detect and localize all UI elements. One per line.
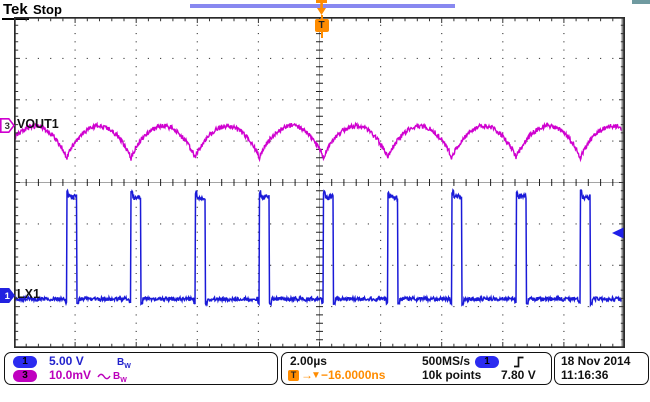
rising-edge-slope-icon — [514, 356, 524, 368]
trigger-position-bar-icon — [316, 0, 327, 15]
acquisition-status: Stop — [33, 2, 62, 17]
timebase-readout: 2.00µs — [290, 354, 327, 368]
channel1-position-marker[interactable]: 1 — [0, 287, 15, 303]
record-length-readout: 10k points — [422, 368, 482, 382]
ch3-scale: 10.0mV — [49, 368, 92, 382]
ch3-bandwidth-icon: BW — [113, 371, 127, 384]
horizontal-trigger-readout-box: 2.00µs 500MS/s 1 T → ▼ −16.0000ns 10k po… — [281, 352, 552, 385]
trigger-delay-t-icon: T — [288, 370, 299, 381]
channel-readout-box: 1 5.00 V BW 3 10.0mV BW — [4, 352, 278, 385]
lx1-waveform-label: LX1 — [17, 287, 40, 301]
ch3-badge[interactable]: 3 — [13, 370, 37, 382]
trigger-level-arrow[interactable] — [612, 227, 624, 239]
trigger-marker-stem — [320, 15, 323, 19]
trigger-level-readout: 7.80 V — [501, 368, 536, 382]
delay-arrow-icon: → — [301, 368, 313, 382]
time-readout: 11:16:36 — [561, 368, 609, 382]
ch1-bandwidth-icon: BW — [117, 357, 131, 370]
trigger-position-flag[interactable]: T — [314, 19, 329, 32]
ac-coupling-icon — [97, 373, 111, 380]
graticule-plot — [14, 17, 625, 348]
ch1-scale: 5.00 V — [49, 354, 84, 368]
channel3-position-marker[interactable]: 3 — [0, 117, 15, 133]
top-right-ui-fragment — [632, 0, 650, 4]
date-readout: 18 Nov 2014 — [561, 354, 631, 368]
trigger-source-badge[interactable]: 1 — [475, 356, 499, 368]
svg-text:1: 1 — [5, 291, 11, 302]
trigger-marker-stem — [320, 32, 323, 38]
delay-marker-icon: ▼ — [311, 370, 321, 381]
vout1-waveform-label: VOUT1 — [17, 117, 59, 131]
datetime-readout-box: 18 Nov 2014 11:16:36 — [554, 352, 649, 385]
svg-text:3: 3 — [5, 121, 10, 132]
sample-rate-readout: 500MS/s — [422, 354, 471, 368]
ch1-badge[interactable]: 1 — [13, 356, 37, 368]
trigger-delay-readout: −16.0000ns — [321, 368, 386, 382]
